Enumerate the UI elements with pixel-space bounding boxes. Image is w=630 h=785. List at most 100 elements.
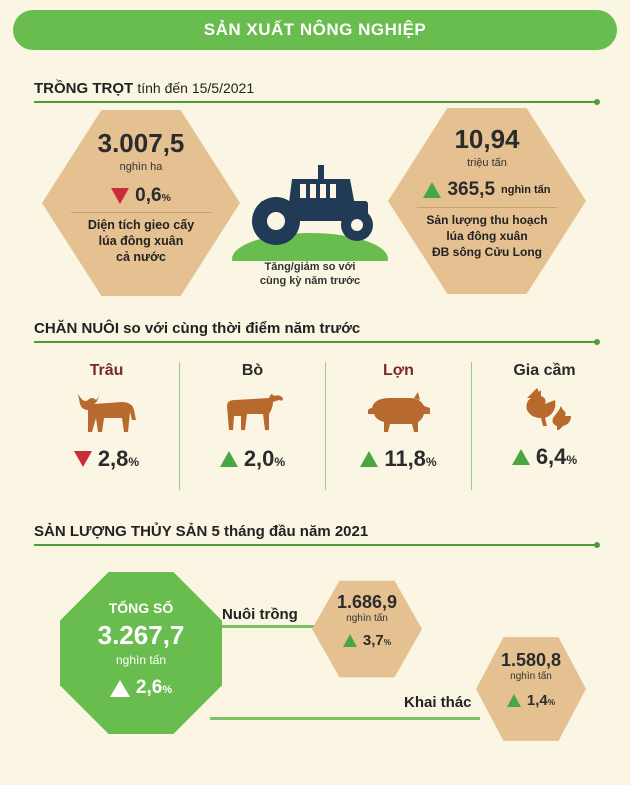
increase-icon (109, 679, 130, 697)
crop-area-unit: nghìn ha (119, 161, 163, 173)
crop-section-line (34, 101, 596, 103)
livestock-change: 2,8% (34, 446, 179, 472)
page-title: SẢN XUẤT NÔNG NGHIỆP (203, 20, 427, 39)
fishery-farming-card (312, 580, 422, 678)
divider (417, 207, 557, 208)
livestock-heading-sub: so với cùng thời điểm năm trước (123, 320, 361, 337)
livestock-change-unit: % (566, 453, 578, 467)
fishery-total-change-value: 2,6 (135, 677, 163, 698)
fishery-total-label: TỔNG SỐ (108, 600, 174, 616)
livestock-change-unit: % (128, 455, 140, 469)
tractor-icon (232, 165, 388, 285)
crop-area-change-unit: % (161, 193, 171, 204)
livestock-item-cow: Bò 2,0% (180, 362, 325, 472)
fishery-total-content: TỔNG SỐ 3.267,7 nghìn tấn 2,6% (60, 600, 222, 699)
increase-icon (219, 451, 238, 467)
fishery-farming-label: Nuôi trồng (222, 606, 298, 623)
buffalo-icon (77, 392, 136, 432)
crop-yield-content: 10,94 triệu tấn 365,5 nghìn tấn Sản lượn… (388, 124, 586, 260)
crop-yield-unit: triệu tấn (467, 157, 507, 169)
livestock-change-value: 2,0 (243, 446, 275, 471)
livestock-section-dot (594, 339, 600, 345)
fishery-catching-change-value: 1,4 (526, 692, 548, 709)
fishery-catching-unit: nghìn tấn (510, 671, 552, 682)
fishery-farming-change-value: 3,7 (362, 632, 384, 649)
fishery-catching-change-unit: % (547, 698, 556, 707)
increase-icon (342, 634, 357, 647)
livestock-item-buffalo: Trâu 2,8% (34, 362, 179, 472)
fishery-section-dot (594, 542, 600, 548)
fishery-catching-content: 1.580,8 nghìn tấn 1,4% (476, 650, 586, 709)
column-divider (179, 362, 180, 490)
connector-line (210, 717, 480, 720)
livestock-change: 11,8% (326, 446, 471, 472)
livestock-heading: CHĂN NUÔI (34, 320, 119, 337)
crop-yield-description: Sản lượng thu hoạch lúa đông xuân ĐB sôn… (426, 212, 547, 260)
desc-line-3: cả nước (116, 250, 166, 264)
fishery-total-unit: nghìn tấn (115, 653, 167, 667)
livestock-change-value: 2,8 (97, 446, 129, 471)
decrease-icon (111, 188, 130, 204)
crop-section-heading: TRỒNG TRỌT tính đến 15/5/2021 (34, 80, 254, 97)
tractor-illustration (230, 165, 390, 285)
livestock-name: Gia cầm (513, 362, 576, 379)
crop-yield-change-value: 365,5 (447, 179, 496, 200)
crop-yield-change: 365,5 nghìn tấn (423, 179, 551, 201)
livestock-item-pig: Lợn 11,8% (326, 362, 471, 472)
livestock-name: Bò (241, 362, 264, 379)
fishery-farming-content: 1.686,9 nghìn tấn 3,7% (312, 592, 422, 649)
desc-line-1: Sản lượng thu hoạch (426, 213, 548, 227)
decrease-icon (73, 451, 92, 467)
crop-area-description: Diện tích gieo cấy lúa đông xuân cả nước (88, 217, 194, 265)
fishery-catching-label: Khai thác (404, 694, 472, 711)
fishery-farming-change: 3,7% (342, 632, 392, 649)
livestock-name: Trâu (89, 362, 124, 379)
connector-line (210, 625, 316, 628)
fishery-heading: SẢN LƯỢNG THỦY SẢN 5 tháng đầu năm 2021 (34, 523, 369, 540)
cow-icon (226, 394, 283, 430)
increase-icon (423, 182, 442, 198)
livestock-name: Lợn (383, 362, 414, 379)
desc-line-2: lúa đông xuân (446, 229, 528, 243)
note-line-2: cùng kỳ năm trước (259, 275, 361, 287)
crop-heading: TRỒNG TRỌT (34, 80, 134, 97)
chicken-icon (526, 388, 571, 430)
crop-area-change: 0,6% (111, 185, 171, 207)
crop-yield-change-unit: nghìn tấn (501, 184, 551, 196)
increase-icon (360, 451, 379, 467)
fishery-farming-unit: nghìn tấn (346, 613, 388, 624)
fishery-total-value: 3.267,7 (97, 620, 185, 650)
livestock-item-poultry: Gia cầm 6,4% (472, 362, 617, 470)
note-line-1: Tăng/giảm so với (264, 261, 356, 273)
column-divider (471, 362, 472, 490)
livestock-change-value: 11,8 (384, 446, 426, 471)
fishery-catching-value: 1.580,8 (500, 650, 562, 670)
divider (71, 212, 211, 213)
livestock-change-unit: % (274, 455, 286, 469)
page-title-banner: SẢN XUẤT NÔNG NGHIỆP (13, 10, 617, 50)
crop-area-value: 3.007,5 (97, 128, 185, 158)
fishery-farming-value: 1.686,9 (336, 592, 398, 612)
desc-line-3: ĐB sông Cửu Long (431, 245, 542, 259)
crop-note: Tăng/giảm so với cùng kỳ năm trước (230, 260, 390, 288)
fishery-total-change-unit: % (162, 684, 173, 696)
crop-heading-sub: tính đến 15/5/2021 (137, 80, 255, 96)
crop-area-change-value: 0,6 (135, 185, 162, 206)
fishery-farming-change-unit: % (383, 638, 392, 647)
increase-icon (511, 449, 530, 465)
livestock-change-unit: % (425, 455, 437, 469)
fishery-section-line (34, 544, 596, 546)
livestock-section-line (34, 341, 596, 343)
fishery-total-change: 2,6% (109, 677, 173, 699)
livestock-section-heading: CHĂN NUÔI so với cùng thời điểm năm trướ… (34, 320, 360, 337)
crop-yield-value: 10,94 (454, 124, 520, 154)
fishery-catching-change: 1,4% (506, 692, 556, 709)
livestock-change-value: 6,4 (535, 444, 567, 469)
column-divider (325, 362, 326, 490)
livestock-change: 6,4% (472, 444, 617, 470)
fishery-section-heading: SẢN LƯỢNG THỦY SẢN 5 tháng đầu năm 2021 (34, 523, 368, 540)
desc-line-2: lúa đông xuân (98, 234, 184, 248)
livestock-change: 2,0% (180, 446, 325, 472)
pig-icon (367, 392, 430, 432)
desc-line-1: Diện tích gieo cấy (87, 218, 195, 232)
